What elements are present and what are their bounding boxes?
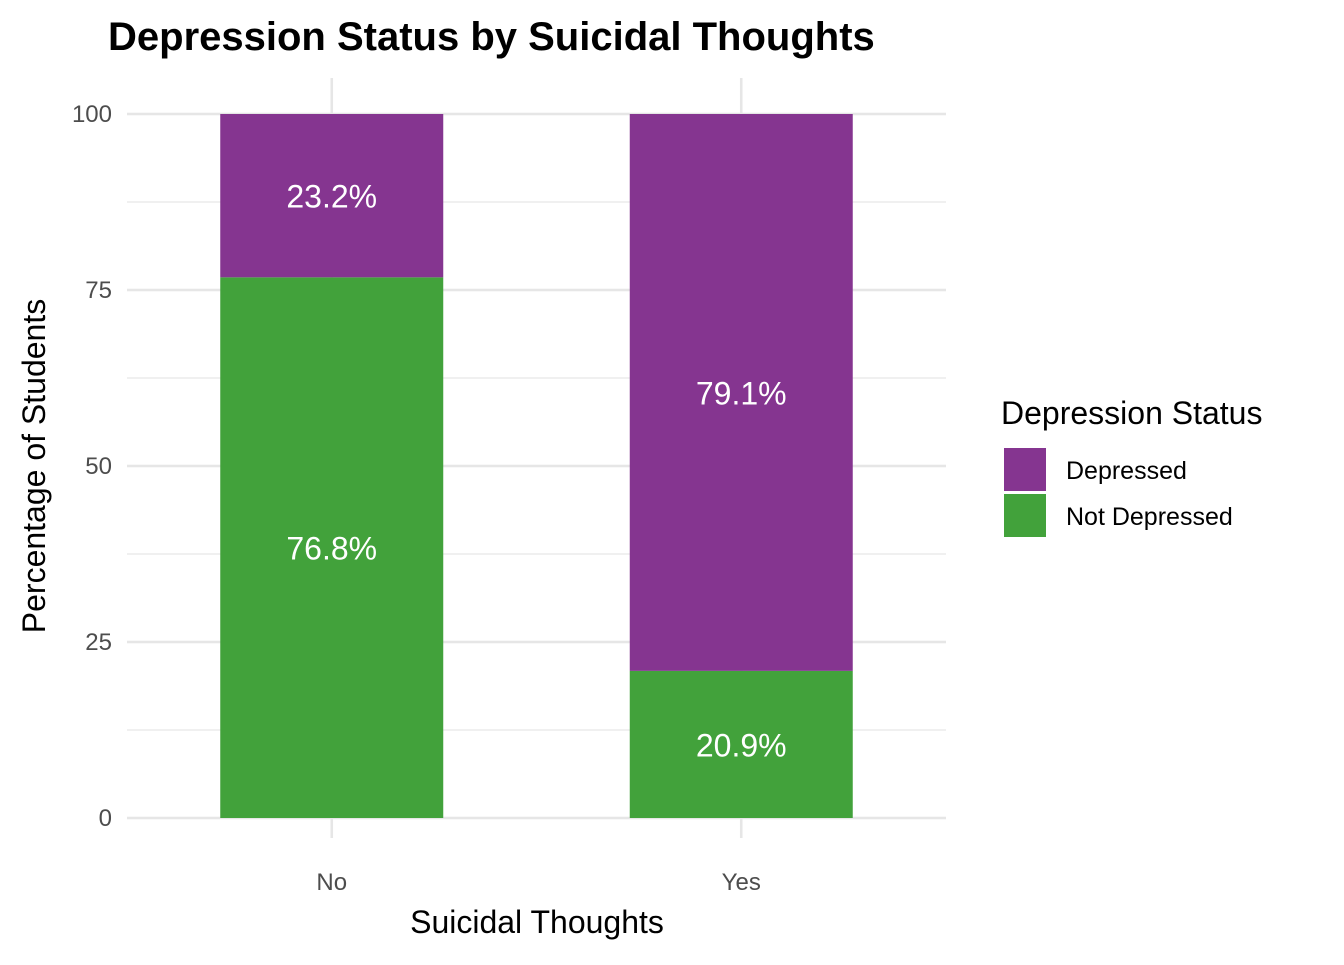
y-tick-label: 50 bbox=[85, 453, 112, 480]
x-tick-label: No bbox=[316, 869, 347, 896]
x-axis-ticks: No Yes bbox=[316, 869, 760, 896]
bar-segment bbox=[629, 114, 853, 671]
bar-segment bbox=[220, 114, 444, 278]
legend-label: Not Depressed bbox=[1066, 503, 1233, 531]
bar-value-label: 20.9% bbox=[696, 727, 787, 763]
y-tick-label: 25 bbox=[85, 629, 112, 656]
x-axis-title: Suicidal Thoughts bbox=[410, 904, 664, 940]
bar-value-label: 79.1% bbox=[696, 375, 787, 411]
legend-label: Depressed bbox=[1066, 457, 1187, 485]
legend-items: Depressed Not Depressed bbox=[1004, 448, 1233, 537]
bar-segment bbox=[220, 277, 444, 818]
bars bbox=[220, 114, 853, 818]
bar-labels: 76.8% 23.2% 20.9% 79.1% bbox=[286, 179, 786, 764]
legend-title: Depression Status bbox=[1001, 395, 1262, 431]
y-tick-label: 75 bbox=[85, 277, 112, 304]
y-axis-title: Percentage of Students bbox=[16, 299, 52, 633]
chart-title: Depression Status by Suicidal Thoughts bbox=[108, 15, 875, 59]
legend-swatch bbox=[1004, 448, 1046, 491]
legend: Depression Status Depressed Not Depressed bbox=[1001, 395, 1262, 537]
x-tick-label: Yes bbox=[722, 869, 761, 896]
legend-swatch bbox=[1004, 494, 1046, 537]
bar-value-label: 23.2% bbox=[286, 179, 377, 215]
y-tick-label: 0 bbox=[99, 805, 112, 832]
bar-segment bbox=[629, 670, 853, 818]
y-tick-label: 100 bbox=[72, 101, 112, 128]
bar-value-label: 76.8% bbox=[286, 531, 377, 567]
y-axis-ticks: 0 25 50 75 100 bbox=[72, 101, 112, 832]
